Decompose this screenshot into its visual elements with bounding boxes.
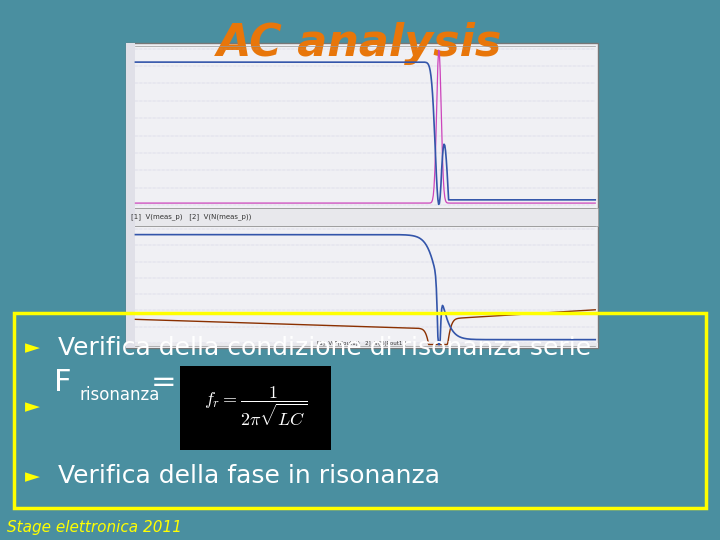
Bar [14,313,706,508]
Text: ►: ► [25,339,40,357]
Bar [126,43,598,348]
Text: [1]  V(P(Rout1))   2]  V(N(Rout1)): [1] V(P(Rout1)) 2] V(N(Rout1)) [317,341,407,346]
Text: F: F [54,368,71,397]
Text: ►: ► [25,467,40,486]
Text: =: = [151,368,177,397]
Text: Verifica della condizione di risonanza serie: Verifica della condizione di risonanza s… [58,336,590,360]
Bar [126,208,598,226]
Text: AC analysis: AC analysis [217,22,503,65]
Text: $f_r = \dfrac{1}{2\pi\sqrt{LC}}$: $f_r = \dfrac{1}{2\pi\sqrt{LC}}$ [204,384,307,428]
Text: [1]  V(meas_p)   [2]  V(N(meas_p)): [1] V(meas_p) [2] V(N(meas_p)) [131,214,251,220]
Bar [180,366,331,450]
Bar [126,343,598,348]
Text: Verifica della fase in risonanza: Verifica della fase in risonanza [58,464,440,489]
Text: risonanza: risonanza [79,386,160,404]
Text: ►: ► [25,397,40,416]
Text: Stage elettronica 2011: Stage elettronica 2011 [7,519,182,535]
Bar [126,43,135,348]
